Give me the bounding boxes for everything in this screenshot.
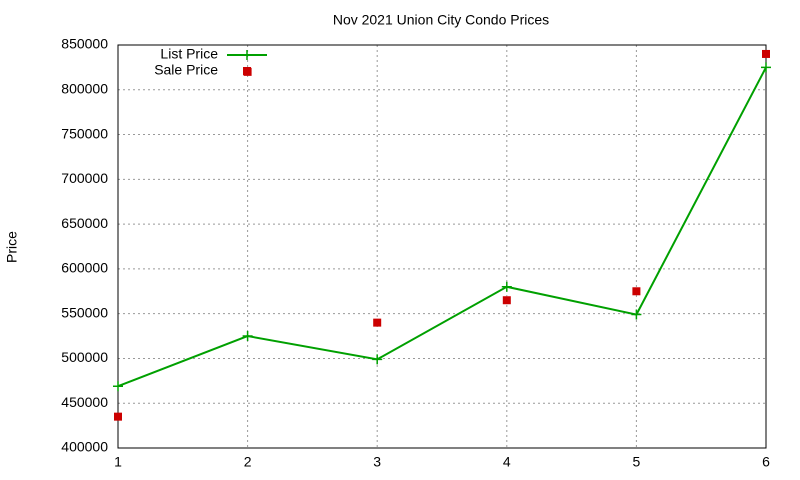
x-tick-label: 1: [114, 454, 122, 470]
x-tick-label: 3: [373, 454, 381, 470]
chart-title: Nov 2021 Union City Condo Prices: [333, 12, 549, 28]
x-tick-label: 4: [503, 454, 511, 470]
y-tick-label: 600000: [61, 260, 108, 276]
legend-label: Sale Price: [154, 62, 218, 78]
legend-swatch: [243, 67, 251, 75]
point-marker: [761, 62, 771, 73]
legend-label: List Price: [160, 46, 218, 62]
x-tick-label: 6: [762, 454, 770, 470]
y-axis-label: Price: [4, 231, 20, 263]
point-marker: [762, 49, 770, 58]
x-tick-label: 2: [244, 454, 252, 470]
y-tick-label: 700000: [61, 170, 108, 186]
y-tick-label: 550000: [61, 304, 108, 320]
series-line: [117, 66, 767, 388]
point-marker: [373, 318, 382, 327]
point-marker: [632, 287, 641, 296]
legend-swatch: [242, 50, 252, 60]
y-tick-label: 800000: [61, 80, 108, 96]
point-marker: [242, 331, 253, 342]
x-tick-label: 5: [633, 454, 641, 470]
y-tick-label: 850000: [61, 36, 108, 52]
y-tick-label: 450000: [61, 394, 108, 410]
y-tick-label: 500000: [61, 349, 108, 365]
y-tick-label: 400000: [61, 439, 108, 455]
y-tick-label: 750000: [61, 125, 108, 141]
point-marker: [372, 354, 383, 365]
point-marker: [114, 412, 122, 421]
plot-frame: [117, 44, 767, 449]
y-tick-label: 650000: [61, 215, 108, 231]
point-marker: [501, 281, 512, 292]
point-marker: [631, 309, 642, 320]
point-marker: [502, 296, 511, 305]
point-marker: [113, 381, 123, 392]
